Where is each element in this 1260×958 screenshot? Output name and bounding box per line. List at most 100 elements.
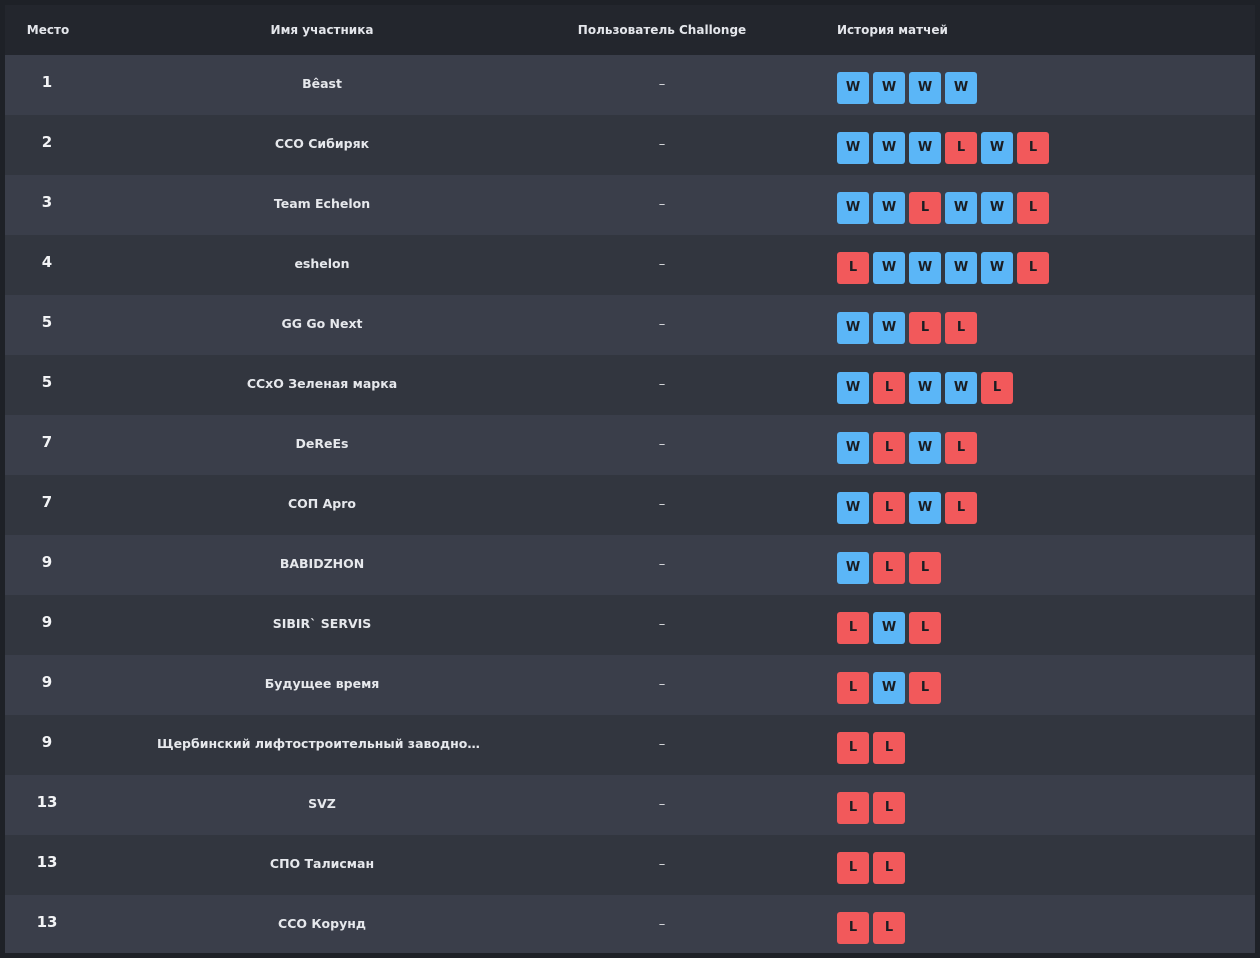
match-loss-badge[interactable]: L	[837, 732, 869, 764]
place-cell: 9	[41, 553, 53, 571]
match-win-badge[interactable]: W	[837, 492, 869, 524]
participant-name: ССхО Зеленая марка	[246, 376, 398, 391]
match-loss-badge[interactable]: L	[837, 672, 869, 704]
match-win-badge[interactable]: W	[837, 552, 869, 584]
match-win-badge[interactable]: W	[909, 252, 941, 284]
match-loss-badge[interactable]: L	[873, 372, 905, 404]
match-win-badge[interactable]: W	[873, 312, 905, 344]
match-win-badge[interactable]: W	[909, 492, 941, 524]
match-win-badge[interactable]: W	[837, 372, 869, 404]
match-win-badge[interactable]: W	[873, 132, 905, 164]
table-row[interactable]: 9 Щербинский лифтостроительный заводной а…	[5, 715, 1255, 775]
place-cell: 13	[36, 913, 58, 931]
match-loss-badge[interactable]: L	[945, 432, 977, 464]
header-match-history: История матчей	[837, 23, 948, 37]
table-row[interactable]: 9 Будущее время – L W L	[5, 655, 1255, 715]
match-loss-badge[interactable]: L	[873, 912, 905, 944]
match-loss-badge[interactable]: L	[945, 312, 977, 344]
match-win-badge[interactable]: W	[873, 192, 905, 224]
challonge-user: –	[658, 917, 666, 932]
match-loss-badge[interactable]: L	[837, 252, 869, 284]
match-loss-badge[interactable]: L	[1017, 132, 1049, 164]
match-loss-badge[interactable]: L	[1017, 192, 1049, 224]
match-win-badge[interactable]: W	[945, 72, 977, 104]
table-row[interactable]: 5 GG Go Next – W W L L	[5, 295, 1255, 355]
match-win-badge[interactable]: W	[909, 372, 941, 404]
participant-name: DeReEs	[295, 436, 349, 451]
challonge-user: –	[658, 797, 666, 812]
match-win-badge[interactable]: W	[981, 132, 1013, 164]
match-loss-badge[interactable]: L	[981, 372, 1013, 404]
match-loss-badge[interactable]: L	[873, 732, 905, 764]
match-win-badge[interactable]: W	[981, 192, 1013, 224]
match-loss-badge[interactable]: L	[945, 132, 977, 164]
match-loss-badge[interactable]: L	[837, 612, 869, 644]
challonge-user: –	[658, 737, 666, 752]
challonge-user: –	[658, 77, 666, 92]
challonge-user: –	[658, 557, 666, 572]
match-win-badge[interactable]: W	[837, 432, 869, 464]
participant-name: Щербинский лифтостроительный заводной ап…	[157, 736, 487, 751]
table-row[interactable]: 13 СПО Талисман – L L	[5, 835, 1255, 895]
match-win-badge[interactable]: W	[909, 132, 941, 164]
table-row[interactable]: 9 BABIDZHON – W L L	[5, 535, 1255, 595]
place-cell: 7	[41, 493, 53, 511]
table-row[interactable]: 2 ССО Сибиряк – W W W L W L	[5, 115, 1255, 175]
participant-name: ССО Корунд	[278, 916, 366, 931]
table-row[interactable]: 5 ССхО Зеленая марка – W L W W L	[5, 355, 1255, 415]
table-row[interactable]: 1 Bêast – W W W W	[5, 55, 1255, 115]
header-place[interactable]: Место	[26, 23, 70, 37]
place-cell: 13	[36, 793, 58, 811]
match-loss-badge[interactable]: L	[909, 312, 941, 344]
place-cell: 4	[41, 253, 53, 271]
match-win-badge[interactable]: W	[981, 252, 1013, 284]
match-loss-badge[interactable]: L	[909, 552, 941, 584]
match-loss-badge[interactable]: L	[837, 912, 869, 944]
header-challonge-user[interactable]: Пользователь Challonge	[577, 23, 747, 37]
participant-name: СПО Талисман	[269, 856, 375, 871]
table-row[interactable]: 13 SVZ – L L	[5, 775, 1255, 835]
participant-name: eshelon	[294, 256, 350, 271]
header-participant-name[interactable]: Имя участника	[270, 23, 374, 37]
match-win-badge[interactable]: W	[873, 672, 905, 704]
participant-name: BABIDZHON	[279, 556, 365, 571]
match-loss-badge[interactable]: L	[909, 192, 941, 224]
match-win-badge[interactable]: W	[945, 372, 977, 404]
match-win-badge[interactable]: W	[909, 72, 941, 104]
match-win-badge[interactable]: W	[837, 72, 869, 104]
match-win-badge[interactable]: W	[837, 192, 869, 224]
match-loss-badge[interactable]: L	[909, 672, 941, 704]
table-row[interactable]: 9 SIBIR` SERVIS – L W L	[5, 595, 1255, 655]
match-loss-badge[interactable]: L	[945, 492, 977, 524]
table-row[interactable]: 4 eshelon – L W W W W L	[5, 235, 1255, 295]
match-loss-badge[interactable]: L	[909, 612, 941, 644]
match-win-badge[interactable]: W	[945, 252, 977, 284]
match-loss-badge[interactable]: L	[837, 852, 869, 884]
match-loss-badge[interactable]: L	[1017, 252, 1049, 284]
match-loss-badge[interactable]: L	[873, 852, 905, 884]
table-row[interactable]: 7 DeReEs – W L W L	[5, 415, 1255, 475]
match-loss-badge[interactable]: L	[837, 792, 869, 824]
match-loss-badge[interactable]: L	[873, 492, 905, 524]
match-loss-badge[interactable]: L	[873, 792, 905, 824]
table-row[interactable]: 7 СОП Apro – W L W L	[5, 475, 1255, 535]
match-loss-badge[interactable]: L	[873, 432, 905, 464]
match-win-badge[interactable]: W	[837, 312, 869, 344]
match-loss-badge[interactable]: L	[873, 552, 905, 584]
match-win-badge[interactable]: W	[873, 612, 905, 644]
place-cell: 3	[41, 193, 53, 211]
match-win-badge[interactable]: W	[837, 132, 869, 164]
table-row[interactable]: 3 Team Echelon – W W L W W L	[5, 175, 1255, 235]
match-win-badge[interactable]: W	[909, 432, 941, 464]
table-row[interactable]: 13 ССО Корунд – L L	[5, 895, 1255, 953]
match-win-badge[interactable]: W	[873, 252, 905, 284]
participant-name: SVZ	[308, 796, 336, 811]
match-win-badge[interactable]: W	[945, 192, 977, 224]
challonge-user: –	[658, 857, 666, 872]
match-win-badge[interactable]: W	[873, 72, 905, 104]
